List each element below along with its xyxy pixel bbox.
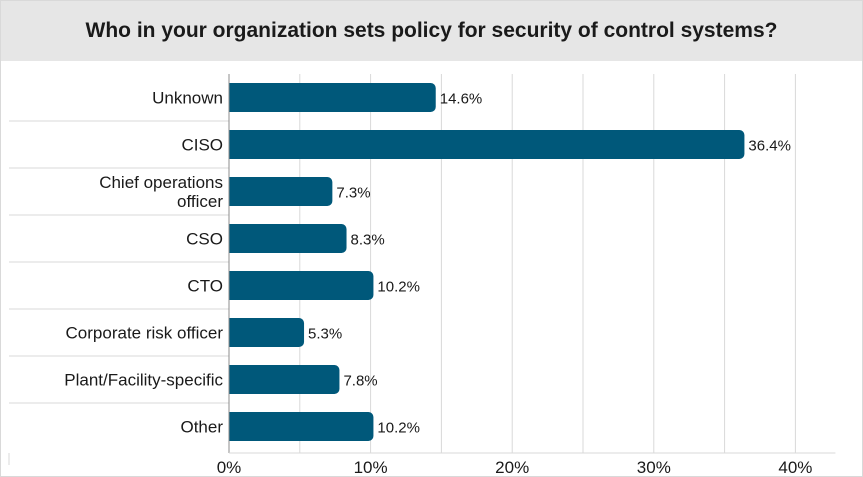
bar bbox=[229, 130, 745, 159]
x-tick-label: 30% bbox=[637, 458, 671, 476]
bar-value-label: 10.2% bbox=[377, 279, 420, 296]
category-label: Corporate risk officer bbox=[66, 324, 224, 343]
x-tick-label: 10% bbox=[354, 458, 388, 476]
bar bbox=[229, 318, 305, 347]
bar bbox=[229, 412, 374, 441]
bar-value-label: 14.6% bbox=[440, 91, 483, 108]
bar bbox=[229, 224, 347, 253]
bar-value-label: 5.3% bbox=[308, 326, 342, 343]
bar-value-label: 36.4% bbox=[748, 138, 791, 155]
category-label: CISO bbox=[181, 136, 223, 155]
chart-title: Who in your organization sets policy for… bbox=[85, 19, 778, 42]
x-tick-label: 0% bbox=[217, 458, 242, 476]
category-label: Other bbox=[180, 418, 223, 437]
bar-value-label: 8.3% bbox=[351, 232, 385, 249]
chart-title-bar: Who in your organization sets policy for… bbox=[1, 1, 862, 61]
bar bbox=[229, 365, 340, 394]
bar bbox=[229, 83, 436, 112]
bar-value-label: 7.8% bbox=[343, 373, 377, 390]
bar-value-label: 7.3% bbox=[336, 185, 370, 202]
bar bbox=[228, 177, 333, 206]
category-label: Chief operations bbox=[99, 173, 223, 192]
category-label: Plant/Facility-specific bbox=[64, 371, 223, 390]
category-label: CTO bbox=[187, 277, 223, 296]
bar bbox=[229, 271, 374, 300]
category-label: Unknown bbox=[152, 89, 223, 108]
x-tick-label: 40% bbox=[778, 458, 812, 476]
category-label: officer bbox=[177, 192, 223, 211]
category-label: CSO bbox=[186, 230, 223, 249]
x-tick-label: 20% bbox=[495, 458, 529, 476]
bar-value-label: 10.2% bbox=[377, 420, 420, 437]
